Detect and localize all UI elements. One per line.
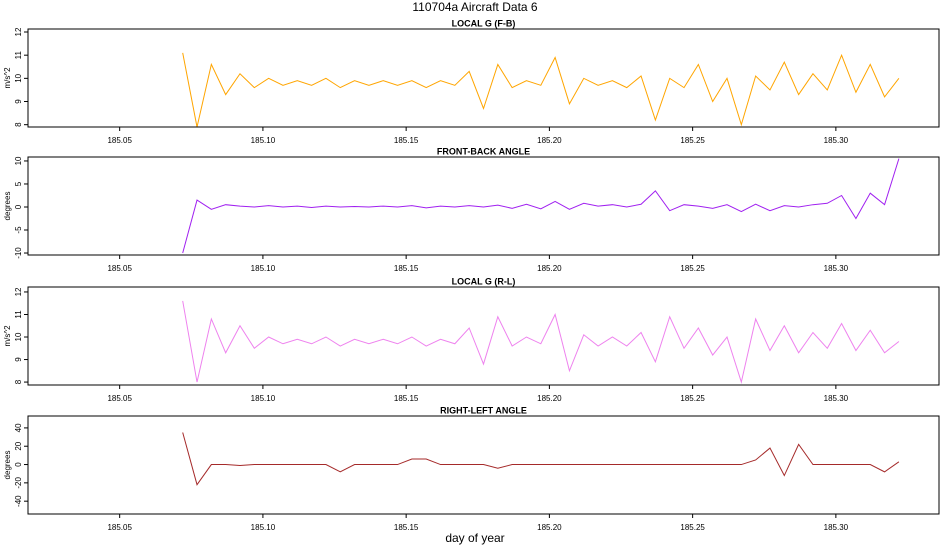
y-tick-label: -20	[14, 477, 23, 489]
panel-title: RIGHT-LEFT ANGLE	[440, 405, 527, 415]
y-tick-label: -40	[14, 495, 23, 507]
y-tick-label: 9	[14, 99, 23, 104]
y-tick-label: 40	[14, 423, 23, 432]
y-tick-label: -10	[14, 247, 23, 259]
x-tick-label: 185.20	[537, 264, 562, 273]
x-tick-label: 185.10	[251, 264, 276, 273]
y-tick-label: 10	[14, 73, 23, 82]
x-tick-label: 185.30	[824, 264, 849, 273]
y-axis-label: m/s^2	[3, 325, 12, 347]
y-tick-label: 9	[14, 357, 23, 362]
plot-frame	[27, 28, 940, 128]
x-tick-label: 185.25	[680, 264, 705, 273]
x-tick-label: 185.05	[107, 523, 132, 532]
plot-frame	[27, 415, 940, 515]
x-tick-label: 185.30	[824, 136, 849, 145]
data-line	[182, 432, 900, 486]
x-tick-label: 185.05	[107, 264, 132, 273]
x-tick-label: 185.30	[824, 523, 849, 532]
x-tick-label: 185.25	[680, 136, 705, 145]
y-tick-label: 5	[14, 181, 23, 186]
x-tick-label: 185.05	[107, 394, 132, 403]
panel-title: LOCAL G (F-B)	[452, 18, 516, 28]
panel-title: LOCAL G (R-L)	[452, 276, 516, 286]
panel-title: FRONT-BACK ANGLE	[437, 146, 530, 156]
x-tick-label: 185.15	[394, 264, 419, 273]
plot-frame	[27, 286, 940, 386]
x-tick-label: 185.30	[824, 394, 849, 403]
x-tick-label: 185.25	[680, 394, 705, 403]
data-line	[182, 52, 900, 128]
data-line	[182, 300, 900, 384]
data-line	[182, 158, 900, 254]
y-tick-label: 8	[14, 379, 23, 384]
x-tick-label: 185.15	[394, 136, 419, 145]
x-tick-label: 185.15	[394, 394, 419, 403]
y-tick-label: 11	[14, 310, 23, 319]
y-tick-label: 8	[14, 122, 23, 127]
x-tick-label: 185.20	[537, 523, 562, 532]
y-tick-label: 10	[14, 156, 23, 165]
y-axis-label: m/s^2	[3, 67, 12, 89]
y-tick-label: 12	[14, 287, 23, 296]
plot-frame	[27, 156, 940, 256]
x-tick-label: 185.25	[680, 523, 705, 532]
y-tick-label: 12	[14, 27, 23, 36]
y-tick-label: 10	[14, 332, 23, 341]
x-tick-label: 185.10	[251, 136, 276, 145]
x-axis-label: day of year	[445, 531, 504, 545]
y-tick-label: 20	[14, 441, 23, 450]
x-tick-label: 185.15	[394, 523, 419, 532]
y-axis-label: degrees	[3, 451, 12, 480]
y-tick-label: 0	[14, 462, 23, 467]
x-tick-label: 185.20	[537, 136, 562, 145]
x-tick-label: 185.10	[251, 394, 276, 403]
x-tick-label: 185.10	[251, 523, 276, 532]
x-tick-label: 185.05	[107, 136, 132, 145]
y-axis-label: degrees	[3, 192, 12, 221]
y-tick-label: 11	[14, 50, 23, 59]
y-tick-label: -5	[14, 226, 23, 234]
x-tick-label: 185.20	[537, 394, 562, 403]
page-title: 110704a Aircraft Data 6	[412, 0, 538, 14]
y-tick-label: 0	[14, 204, 23, 209]
